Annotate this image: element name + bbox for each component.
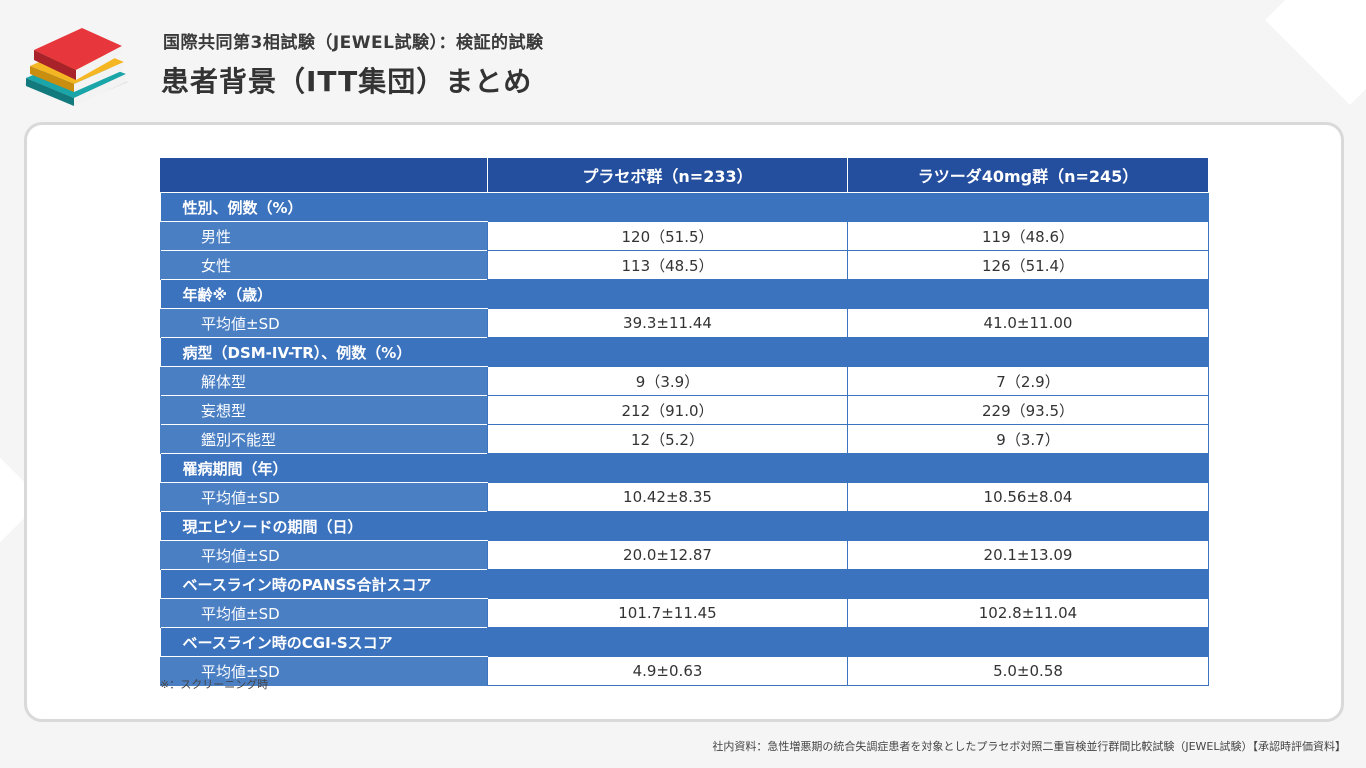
section-row: 年齢※（歳）	[160, 279, 1209, 309]
section-heading: 病型（DSM-IV-TR）、例数（%）	[160, 337, 1209, 367]
section-heading: 現エピソードの期間（日）	[160, 511, 1209, 541]
table-row: 平均値±SD 10.42±8.35 10.56±8.04	[160, 482, 1209, 512]
latuda-value: 7（2.9）	[847, 366, 1209, 396]
row-label: 解体型	[160, 366, 488, 396]
placebo-value: 20.0±12.87	[487, 540, 848, 570]
table-row: 平均値±SD 4.9±0.63 5.0±0.58	[160, 656, 1209, 686]
table-row: 平均値±SD 20.0±12.87 20.1±13.09	[160, 540, 1209, 570]
table-header-row: プラセボ群（n=233） ラツーダ40mg群（n=245）	[160, 157, 1209, 193]
latuda-value: 119（48.6）	[847, 221, 1209, 251]
section-row: 病型（DSM-IV-TR）、例数（%）	[160, 337, 1209, 367]
column-header-latuda: ラツーダ40mg群（n=245）	[847, 157, 1209, 193]
row-label: 平均値±SD	[160, 598, 488, 628]
section-heading: 性別、例数（%）	[160, 192, 1209, 222]
table-row: 平均値±SD 101.7±11.45 102.8±11.04	[160, 598, 1209, 628]
latuda-value: 5.0±0.58	[847, 656, 1209, 686]
table-row: 平均値±SD 39.3±11.44 41.0±11.00	[160, 308, 1209, 338]
row-label: 平均値±SD	[160, 308, 488, 338]
section-heading: ベースライン時のPANSS合計スコア	[160, 569, 1209, 599]
latuda-value: 229（93.5）	[847, 395, 1209, 425]
section-heading: 年齢※（歳）	[160, 279, 1209, 309]
table-row: 鑑別不能型 12（5.2） 9（3.7）	[160, 424, 1209, 454]
section-row: 罹病期間（年）	[160, 453, 1209, 483]
column-header-blank	[160, 157, 488, 193]
placebo-value: 120（51.5）	[487, 221, 848, 251]
section-row: ベースライン時のPANSS合計スコア	[160, 569, 1209, 599]
header: 国際共同第3相試験（JEWEL試験）：検証的試験 患者背景（ITT集団）まとめ	[0, 0, 1366, 120]
section-heading: ベースライン時のCGI-Sスコア	[160, 627, 1209, 657]
latuda-value: 102.8±11.04	[847, 598, 1209, 628]
row-label: 平均値±SD	[160, 656, 488, 686]
placebo-value: 113（48.5）	[487, 250, 848, 280]
row-label: 妄想型	[160, 395, 488, 425]
patient-background-table: プラセボ群（n=233） ラツーダ40mg群（n=245） 性別、例数（%） 男…	[160, 157, 1209, 686]
row-label: 平均値±SD	[160, 482, 488, 512]
column-header-placebo: プラセボ群（n=233）	[487, 157, 848, 193]
latuda-value: 126（51.4）	[847, 250, 1209, 280]
row-label: 男性	[160, 221, 488, 251]
page-title: 患者背景（ITT集団）まとめ	[161, 65, 533, 98]
table-row: 女性 113（48.5） 126（51.4）	[160, 250, 1209, 280]
source-citation: 社内資料：急性増悪期の統合失調症患者を対象としたプラセボ対照二重盲検並行群間比較…	[712, 740, 1346, 753]
section-row: 性別、例数（%）	[160, 192, 1209, 222]
section-row: ベースライン時のCGI-Sスコア	[160, 627, 1209, 657]
table-row: 妄想型 212（91.0） 229（93.5）	[160, 395, 1209, 425]
page-subtitle: 国際共同第3相試験（JEWEL試験）：検証的試験	[163, 33, 544, 53]
footnote: ※：スクリーニング時	[160, 678, 269, 691]
latuda-value: 20.1±13.09	[847, 540, 1209, 570]
books-stack-icon	[16, 14, 136, 114]
placebo-value: 9（3.9）	[487, 366, 848, 396]
section-row: 現エピソードの期間（日）	[160, 511, 1209, 541]
row-label: 鑑別不能型	[160, 424, 488, 454]
latuda-value: 9（3.7）	[847, 424, 1209, 454]
latuda-value: 41.0±11.00	[847, 308, 1209, 338]
placebo-value: 12（5.2）	[487, 424, 848, 454]
row-label: 平均値±SD	[160, 540, 488, 570]
placebo-value: 10.42±8.35	[487, 482, 848, 512]
row-label: 女性	[160, 250, 488, 280]
table-row: 解体型 9（3.9） 7（2.9）	[160, 366, 1209, 396]
placebo-value: 212（91.0）	[487, 395, 848, 425]
section-heading: 罹病期間（年）	[160, 453, 1209, 483]
placebo-value: 101.7±11.45	[487, 598, 848, 628]
latuda-value: 10.56±8.04	[847, 482, 1209, 512]
placebo-value: 4.9±0.63	[487, 656, 848, 686]
placebo-value: 39.3±11.44	[487, 308, 848, 338]
table-row: 男性 120（51.5） 119（48.6）	[160, 221, 1209, 251]
